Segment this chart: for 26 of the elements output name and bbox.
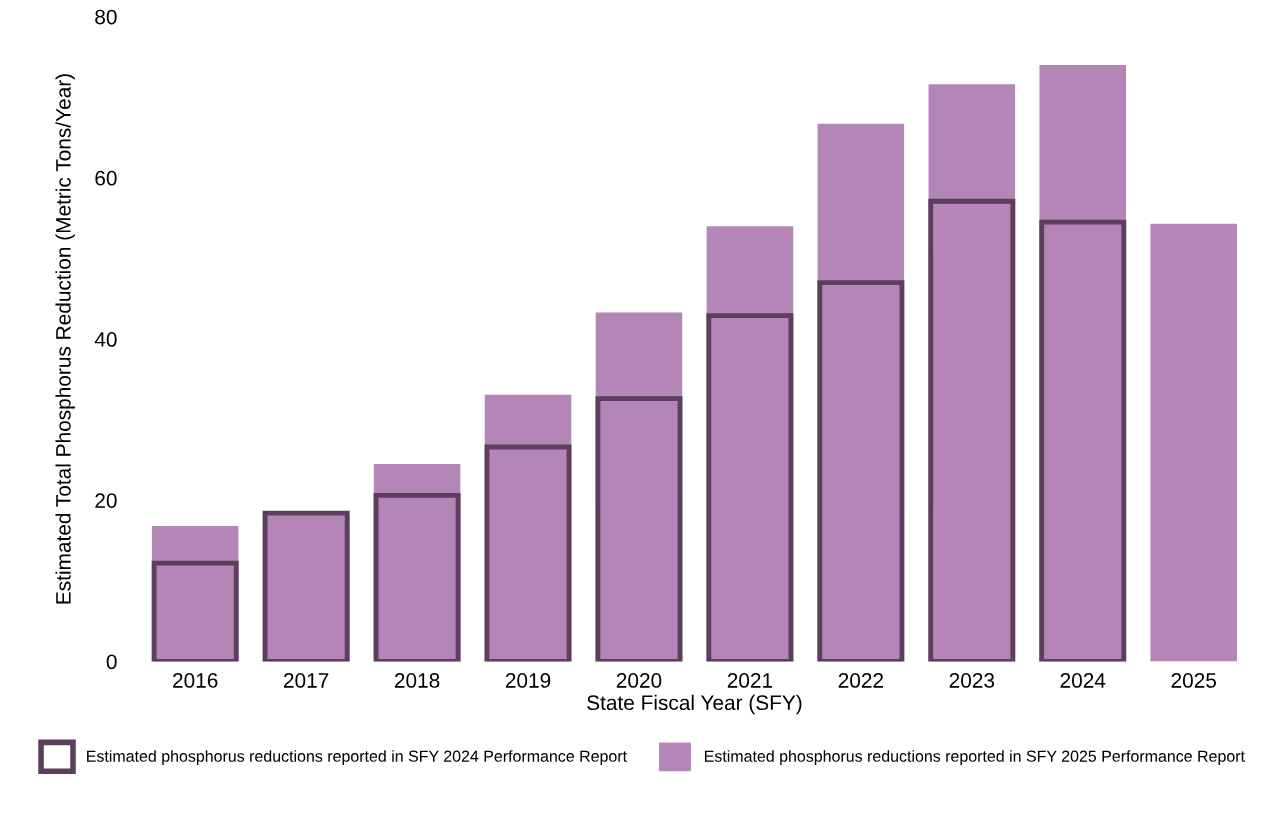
- bar: [1039, 65, 1127, 662]
- x-tick-label: 2017: [284, 673, 329, 688]
- x-tick-label: 2021: [727, 673, 773, 688]
- bar: [817, 123, 905, 662]
- x-tick-label: 2024: [1060, 673, 1106, 688]
- y-tick-label: 80: [95, 9, 117, 25]
- y-tick-label: 20: [95, 493, 117, 508]
- bar: [595, 312, 683, 662]
- x-tick-label: 2023: [949, 673, 995, 688]
- legend-label: Estimated phosphorus reductions reported in SFY 2025 Performance Report: [705, 750, 1245, 766]
- bar: [1150, 223, 1237, 662]
- x-tick-label: 2016: [173, 673, 218, 688]
- y-tick-label: 0: [106, 654, 117, 670]
- y-tick-label: 40: [94, 332, 117, 347]
- x-tick-label: 2022: [838, 673, 883, 688]
- bar: [484, 394, 572, 662]
- bar: [706, 226, 794, 662]
- x-tick-label: 2018: [394, 673, 440, 688]
- x-axis-title: State Fiscal Year (SFY): [587, 694, 802, 715]
- y-tick-label: 60: [95, 170, 117, 186]
- x-tick-label: 2020: [616, 673, 662, 688]
- legend-label: Estimated phosphorus reductions reported in SFY 2024 Performance Report: [87, 750, 627, 766]
- bar: [928, 84, 1016, 662]
- y-axis-title: Estimated Total Phosphorus Reduction (Metric Tons/Year): [55, 74, 75, 604]
- x-tick-label: 2025: [1171, 673, 1217, 688]
- x-tick-label: 2019: [505, 673, 551, 688]
